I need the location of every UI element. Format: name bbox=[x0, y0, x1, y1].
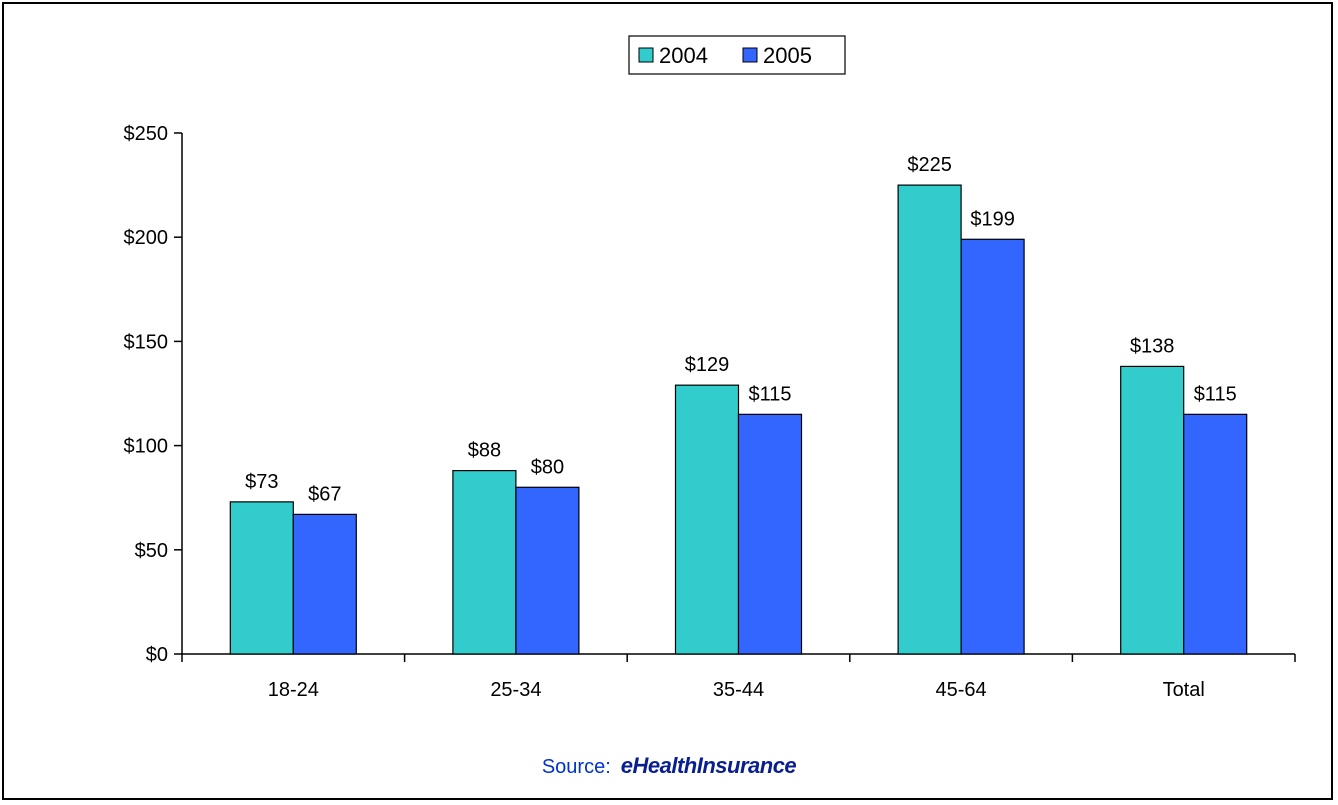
data-label-2004-25-34: $88 bbox=[468, 440, 501, 462]
source-line: Source: eHealthInsurance bbox=[0, 753, 1338, 779]
legend: 2004 2005 bbox=[628, 35, 846, 75]
legend-box bbox=[628, 35, 846, 75]
legend-swatch-2005 bbox=[742, 47, 758, 63]
data-label-2005-35-44: $115 bbox=[748, 383, 791, 405]
source-label: Source: bbox=[541, 756, 611, 778]
x-tick-label: 25-34 bbox=[490, 679, 541, 701]
y-tick-label: $250 bbox=[124, 123, 169, 145]
bar-2004-45-64 bbox=[897, 184, 962, 655]
y-axis: $0 $50 $100 $150 $200 $250 bbox=[124, 123, 183, 666]
x-tick-label: 35-44 bbox=[713, 679, 764, 701]
data-label-2004-45-64: $225 bbox=[907, 154, 952, 176]
y-tick-label: $200 bbox=[124, 227, 169, 249]
legend-swatch-2004 bbox=[638, 47, 654, 63]
data-label-2004-35-44: $129 bbox=[685, 354, 730, 376]
x-tick-label: Total bbox=[1163, 679, 1205, 701]
bar-2005-25-34 bbox=[515, 486, 580, 655]
x-tick-label: 18-24 bbox=[268, 679, 319, 701]
data-label-2005-25-34: $80 bbox=[531, 456, 564, 478]
bar-2004-25-34 bbox=[452, 470, 517, 655]
data-label-2005-18-24: $67 bbox=[308, 483, 341, 505]
bar-2005-18-24 bbox=[292, 513, 357, 655]
bar-2004-total bbox=[1120, 365, 1185, 655]
x-axis: 18-24 25-34 35-44 45-64 Total bbox=[181, 653, 1296, 701]
y-tick-label: $100 bbox=[124, 436, 169, 458]
bar-2004-35-44 bbox=[674, 384, 740, 655]
y-tick-label: $50 bbox=[135, 540, 168, 562]
data-label-2005-45-64: $199 bbox=[970, 208, 1015, 230]
data-labels: $73 $67 $88 $80 $129 $115 $225 $199 $138 $115 bbox=[245, 154, 1237, 505]
source-brand-logo: eHealthInsurance bbox=[620, 753, 797, 778]
bars bbox=[229, 184, 1248, 655]
y-tick-label: $0 bbox=[146, 644, 168, 666]
data-label-2005-total: $115 bbox=[1194, 383, 1237, 405]
data-label-2004-18-24: $73 bbox=[245, 471, 278, 493]
x-tick-label: 45-64 bbox=[936, 679, 987, 701]
legend-label-2004: 2004 bbox=[659, 43, 708, 68]
data-label-2004-total: $138 bbox=[1130, 335, 1175, 357]
bar-2005-total bbox=[1183, 413, 1248, 655]
y-tick-label: $150 bbox=[124, 331, 169, 353]
bar-2004-18-24 bbox=[229, 501, 294, 655]
bar-2005-35-44 bbox=[737, 413, 803, 655]
bar-2005-45-64 bbox=[960, 238, 1025, 655]
legend-label-2005: 2005 bbox=[763, 43, 812, 68]
